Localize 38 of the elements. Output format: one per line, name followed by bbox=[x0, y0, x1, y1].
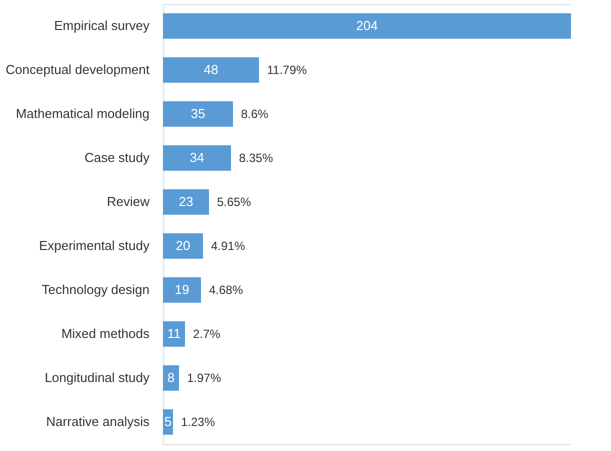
annotation: 5.65% bbox=[217, 195, 252, 209]
annotation: 1.23% bbox=[181, 415, 216, 429]
data-label: 35 bbox=[190, 106, 206, 121]
bar bbox=[163, 101, 233, 127]
bar bbox=[163, 277, 201, 303]
data-label: 34 bbox=[190, 150, 204, 165]
data-label: 23 bbox=[178, 194, 194, 209]
annotation: 4.91% bbox=[211, 239, 246, 253]
bar bbox=[163, 57, 259, 83]
annotation: 11.79% bbox=[267, 63, 308, 77]
data-label: 48 bbox=[204, 62, 218, 77]
annotation: 2.7% bbox=[193, 327, 221, 341]
annotation: 4.68% bbox=[209, 283, 244, 297]
bar bbox=[163, 145, 231, 171]
y-tick-label: Mathematical modeling bbox=[16, 106, 150, 121]
y-tick-label: Empirical survey bbox=[54, 18, 150, 33]
y-tick-label: Experimental study bbox=[38, 238, 150, 253]
y-tick-label: Technology design bbox=[42, 282, 150, 297]
annotation: 8.35% bbox=[239, 151, 274, 165]
bar bbox=[163, 189, 209, 215]
data-label: 204 bbox=[356, 18, 378, 33]
y-tick-label: Conceptual development bbox=[6, 62, 150, 77]
data-label: 11 bbox=[167, 326, 181, 341]
y-tick-label: Case study bbox=[84, 150, 150, 165]
y-tick-label: Review bbox=[106, 194, 150, 209]
y-tick-label: Mixed methods bbox=[61, 326, 150, 341]
y-tick-label: Narrative analysis bbox=[46, 414, 150, 429]
bar bbox=[163, 365, 179, 391]
bar bbox=[163, 233, 203, 259]
data-label: 20 bbox=[176, 238, 190, 253]
data-label: 8 bbox=[167, 370, 175, 385]
bar bbox=[163, 13, 571, 39]
data-label: 5 bbox=[164, 414, 172, 429]
y-tick-label: Longitudinal study bbox=[44, 370, 150, 385]
annotation: 1.97% bbox=[187, 371, 222, 385]
bar bbox=[163, 321, 185, 347]
data-label: 19 bbox=[174, 282, 190, 297]
annotation: 8.6% bbox=[241, 107, 269, 121]
